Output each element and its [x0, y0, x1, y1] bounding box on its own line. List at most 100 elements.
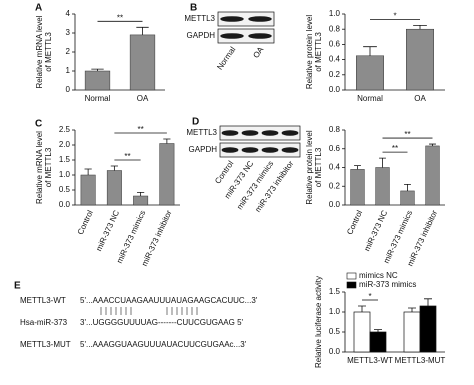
panel-label: E — [14, 281, 21, 292]
x-tick-label: Control — [345, 209, 364, 236]
y-tick-label: 1.5 — [329, 287, 341, 296]
legend-label: miR-373 mimics — [359, 280, 416, 289]
bar — [419, 305, 437, 353]
blot-band — [220, 16, 244, 22]
sequence-name: METTL3-WT — [20, 296, 66, 305]
y-axis-label: of METTL3 — [314, 32, 323, 72]
bar — [353, 311, 371, 353]
y-axis-label: Relative protein level — [305, 15, 314, 89]
error-bar — [408, 307, 416, 312]
bar — [129, 34, 156, 91]
significance-label: * — [393, 12, 396, 21]
bar — [133, 195, 149, 206]
blot-lane-label: Normal — [215, 45, 237, 71]
y-axis-label: Relative mRNA level — [35, 15, 44, 88]
blot-band — [221, 147, 239, 153]
blot-band — [221, 130, 239, 136]
error-bar — [163, 138, 171, 144]
bar — [106, 170, 122, 206]
x-tick-label: miR-373 NC — [362, 209, 389, 253]
bar — [400, 190, 415, 206]
legend-swatch — [346, 272, 357, 280]
error-bar — [429, 143, 436, 146]
y-tick-label: 2 — [66, 47, 71, 56]
sequence: 5'...AAAGGUAAGUUUAUACUUCGUGAAc...3' — [80, 340, 247, 349]
y-tick-label: 1 — [66, 66, 71, 75]
y-tick-label: 0.5 — [59, 185, 71, 194]
error-bar — [84, 168, 92, 175]
error-bar — [363, 46, 377, 56]
blot-lane-label: OA — [251, 45, 265, 60]
y-tick-label: 0.0 — [329, 85, 341, 94]
error-bar — [413, 25, 427, 30]
blot-band — [261, 147, 279, 153]
y-tick-label: 0.2 — [329, 70, 341, 79]
blot-band — [248, 16, 272, 22]
panel-label: D — [192, 117, 199, 128]
y-tick-label: 0.4 — [329, 55, 341, 64]
bar — [356, 55, 384, 91]
y-tick-label: 0.0 — [329, 200, 341, 209]
y-axis-label: of METTL3 — [44, 147, 53, 187]
y-tick-label: 0 — [66, 85, 71, 94]
blot-frame — [217, 28, 275, 44]
panel-label: C — [35, 119, 42, 130]
bar — [425, 145, 440, 206]
sequence: 3'...UGGGGUUUUAG-------CUUCGUGAAG 5' — [80, 318, 244, 327]
bar — [350, 169, 365, 206]
error-bar — [374, 329, 382, 332]
y-tick-label: 0.0 — [329, 347, 341, 356]
y-tick-label: 1.0 — [329, 9, 341, 18]
x-tick-label: Normal — [357, 94, 383, 103]
bar — [159, 143, 175, 206]
sequence-name: METTL3-MUT — [20, 340, 71, 349]
significance-label: * — [368, 292, 371, 301]
y-tick-label: 0.8 — [329, 24, 341, 33]
bar — [406, 28, 434, 91]
legend-label: mimics NC — [359, 271, 398, 280]
significance-label: ** — [124, 152, 130, 161]
y-tick-label: 0.6 — [329, 40, 341, 49]
bar — [369, 331, 387, 353]
blot-band — [220, 33, 244, 39]
error-bar — [354, 165, 361, 170]
significance-label: ** — [404, 130, 410, 139]
blot-row-label: GAPDH — [189, 145, 218, 154]
panel-label: B — [190, 3, 197, 14]
x-tick-label: OA — [137, 94, 149, 103]
significance-label: ** — [392, 144, 398, 153]
blot-band — [241, 147, 259, 153]
blot-band — [281, 147, 299, 153]
error-bar — [110, 165, 118, 171]
x-tick-label: METTL3-MUT — [395, 356, 446, 365]
sequence: 5'...AAACCUAAGAAUUUAUAGAAGCACUUC...3' — [80, 296, 258, 305]
y-tick-label: 0.6 — [329, 144, 341, 153]
bar — [80, 174, 96, 206]
y-tick-label: 1.0 — [59, 170, 71, 179]
y-tick-label: 0.4 — [329, 163, 341, 172]
y-tick-label: 0.8 — [329, 125, 341, 134]
blot-band — [281, 130, 299, 136]
blot-band — [248, 33, 272, 39]
bar — [84, 70, 111, 91]
significance-label: ** — [117, 13, 123, 22]
y-tick-label: 0.5 — [329, 327, 341, 336]
blot-frame — [219, 125, 301, 141]
y-axis-label: Relative protein level — [305, 130, 314, 204]
legend-swatch — [346, 281, 357, 289]
blot-row-label: METTL3 — [184, 14, 215, 23]
y-axis-label: Relative luciferase activity — [314, 276, 323, 368]
y-axis-label: of METTL3 — [44, 32, 53, 72]
x-tick-label: Normal — [85, 94, 111, 103]
y-axis-label: Relative mRNA level — [35, 131, 44, 204]
error-bar — [424, 298, 432, 306]
y-tick-label: 1.0 — [329, 307, 341, 316]
blot-row-label: GAPDH — [187, 31, 216, 40]
error-bar — [136, 26, 149, 35]
bar — [375, 167, 390, 206]
x-tick-label: METTL3-WT — [347, 356, 393, 365]
blot-row-label: METTL3 — [186, 128, 217, 137]
sequence-name: Hsa-miR-373 — [20, 318, 68, 327]
y-tick-label: 0.2 — [329, 181, 341, 190]
